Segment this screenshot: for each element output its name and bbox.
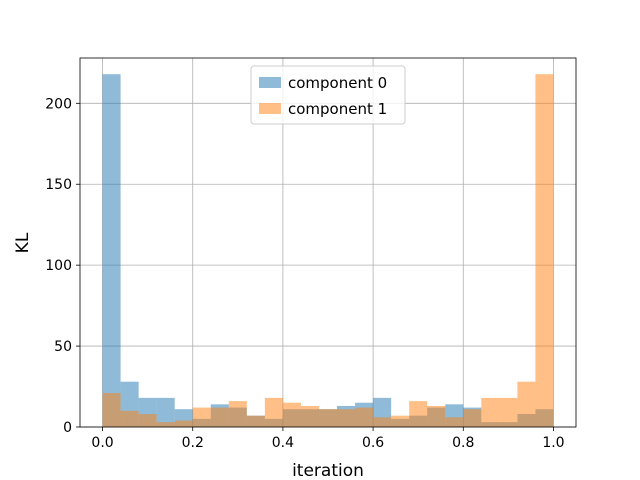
histogram-bar-series-1 — [300, 405, 319, 427]
y-tick-label: 150 — [45, 177, 72, 193]
histogram-bar-series-1 — [282, 402, 301, 427]
legend-label: component 0 — [288, 74, 387, 92]
histogram-bar-series-1 — [463, 409, 482, 427]
histogram-bar-series-0 — [102, 74, 121, 428]
x-axis-ticks: 0.0 0.2 0.4 0.6 0.8 1.0 — [91, 427, 565, 451]
y-tick-label: 100 — [45, 258, 72, 274]
histogram-bar-series-1 — [120, 410, 139, 427]
y-tick-label: 0 — [63, 420, 72, 436]
legend: component 0 component 1 — [250, 65, 406, 125]
histogram-bar-series-1 — [355, 407, 374, 427]
histogram-bar-series-1 — [318, 409, 338, 427]
histogram-bar-series-1 — [481, 397, 500, 427]
x-tick-label: 0.2 — [182, 435, 204, 451]
histogram-bar-series-1 — [228, 401, 247, 427]
histogram-bar-series-1 — [391, 415, 410, 427]
histogram-bar-series-1 — [246, 415, 265, 427]
histogram-bar-series-1 — [427, 405, 446, 427]
y-axis-ticks: 0 50 100 150 200 — [45, 96, 80, 436]
plot-frame — [79, 57, 577, 428]
histogram-bar-series-1 — [409, 401, 428, 427]
legend-box — [250, 65, 406, 125]
x-tick-label: 0.8 — [452, 435, 474, 451]
legend-label: component 1 — [288, 100, 387, 118]
histogram-bar-series-1 — [210, 407, 229, 427]
histogram-bar-series-1 — [264, 397, 283, 427]
y-tick-label: 200 — [45, 96, 72, 112]
histogram-bar-series-0 — [156, 397, 175, 427]
x-tick-label: 1.0 — [542, 435, 564, 451]
y-tick-label: 50 — [54, 339, 72, 355]
histogram-bar-series-1 — [102, 393, 121, 427]
legend-swatch — [259, 103, 281, 114]
x-tick-label: 0.0 — [91, 435, 113, 451]
y-axis-label: KL — [13, 232, 33, 253]
histogram-bar-series-1 — [517, 381, 536, 427]
legend-swatch — [259, 77, 281, 88]
histogram-bar-series-1 — [499, 397, 518, 427]
x-tick-label: 0.4 — [272, 435, 294, 451]
x-tick-label: 0.6 — [362, 435, 384, 451]
histogram-bars — [102, 74, 554, 428]
histogram-bar-series-1 — [192, 407, 211, 427]
x-axis-label: iteration — [292, 461, 364, 480]
histogram-bar-series-1 — [174, 420, 193, 427]
histogram-bar-series-1 — [156, 422, 175, 427]
histogram-bar-series-1 — [373, 417, 392, 427]
histogram-bar-series-1 — [445, 417, 464, 427]
histogram-bar-series-1 — [337, 409, 356, 427]
histogram-bar-series-1 — [138, 414, 157, 427]
histogram-bar-series-1 — [535, 74, 554, 428]
